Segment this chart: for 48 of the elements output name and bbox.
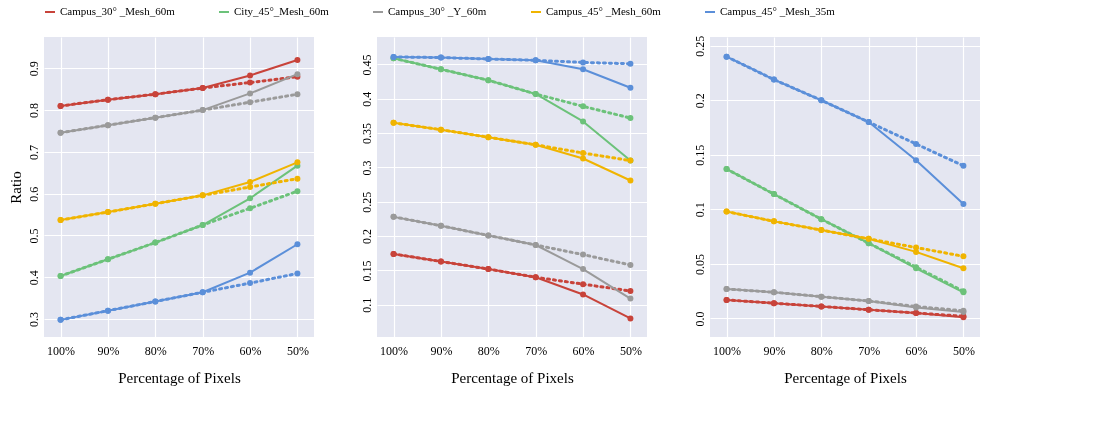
y-tick-label: 0.4 <box>359 91 374 107</box>
x-tick-label: 90% <box>430 343 453 358</box>
y-tick-label: 0.1 <box>359 297 374 313</box>
y-axis-title: Ratio <box>7 171 24 204</box>
y-tick-label: 0.7 <box>26 144 41 160</box>
x-axis-title: Percentage of Pixels <box>451 369 574 386</box>
x-tick-label: 60% <box>905 343 928 358</box>
legend-label: Campus_30° _Mesh_60m <box>60 5 176 17</box>
y-tick-label: 0.45 <box>359 54 374 76</box>
y-tick-label: 0.25 <box>692 35 707 57</box>
x-tick-label: 50% <box>286 343 309 358</box>
y-tick-label: 0.0 <box>692 311 707 327</box>
legend-label: City_45°_Mesh_60m <box>234 5 330 17</box>
legend-label: Campus_45° _Mesh_35m <box>720 5 836 17</box>
y-tick-label: 0.15 <box>359 260 374 282</box>
x-tick-label: 100% <box>380 343 409 358</box>
y-tick-label: 0.8 <box>26 103 41 119</box>
y-tick-label: 0.4 <box>26 270 41 286</box>
y-tick-label: 0.2 <box>692 93 707 109</box>
y-tick-label: 0.25 <box>359 191 374 213</box>
x-tick-label: 80% <box>477 343 500 358</box>
x-tick-label: 60% <box>572 343 595 358</box>
y-tick-label: 0.35 <box>359 123 374 145</box>
x-tick-label: 100% <box>713 343 742 358</box>
legend-label: Campus_30° _Y_60m <box>388 5 487 17</box>
x-tick-label: 70% <box>858 343 881 358</box>
x-tick-label: 50% <box>952 343 975 358</box>
x-tick-label: 70% <box>525 343 548 358</box>
x-tick-label: 50% <box>619 343 642 358</box>
y-tick-label: 0.3 <box>26 312 41 328</box>
y-tick-label: 0.9 <box>26 61 41 77</box>
x-tick-label: 90% <box>763 343 786 358</box>
x-tick-label: 80% <box>144 343 167 358</box>
y-tick-label: 0.1 <box>692 202 707 218</box>
y-tick-label: 0.05 <box>692 253 707 275</box>
x-tick-label: 100% <box>47 343 76 358</box>
x-axis-title: Percentage of Pixels <box>784 369 907 386</box>
y-tick-label: 0.15 <box>692 144 707 166</box>
x-axis-title: Percentage of Pixels <box>118 369 241 386</box>
y-tick-label: 0.6 <box>26 186 41 202</box>
x-tick-label: 70% <box>192 343 215 358</box>
x-tick-label: 80% <box>810 343 833 358</box>
y-tick-label: 0.3 <box>359 160 374 176</box>
y-tick-label: 0.5 <box>26 228 41 244</box>
x-tick-label: 60% <box>239 343 262 358</box>
legend-label: Campus_45° _Mesh_60m <box>546 5 662 17</box>
x-tick-label: 90% <box>97 343 120 358</box>
y-tick-label: 0.2 <box>359 229 374 245</box>
